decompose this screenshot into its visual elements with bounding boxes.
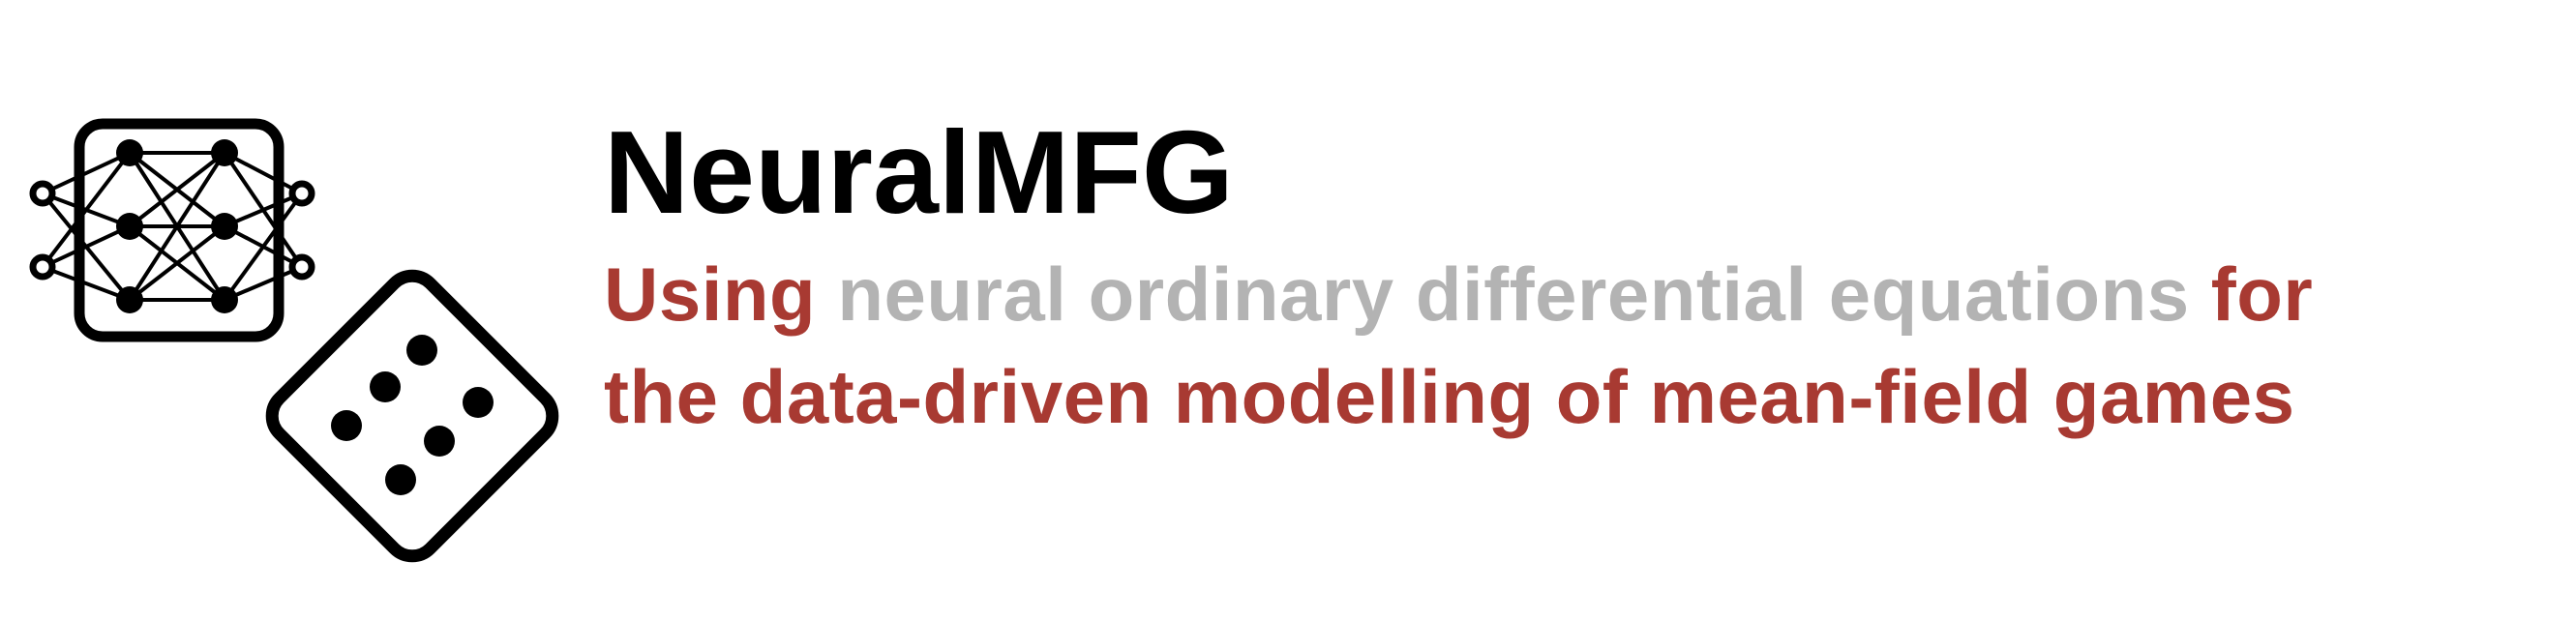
- logo-graphic: [29, 118, 559, 563]
- subtitle-neural-odes: neural ordinary differential equations: [837, 251, 2190, 337]
- text-block: NeuralMFG Using neural ordinary differen…: [604, 104, 2559, 445]
- brand-title: NeuralMFG: [604, 106, 1234, 238]
- neural-network-icon: [29, 118, 315, 342]
- subtitle-word-using: Using: [604, 251, 817, 337]
- subtitle-line-2: the data-driven modelling of mean-field …: [604, 354, 2295, 439]
- dice-icon: [265, 269, 559, 563]
- subtitle-word-for: for: [2210, 251, 2314, 337]
- subtitle-line-1: Using neural ordinary differential equat…: [604, 246, 2559, 342]
